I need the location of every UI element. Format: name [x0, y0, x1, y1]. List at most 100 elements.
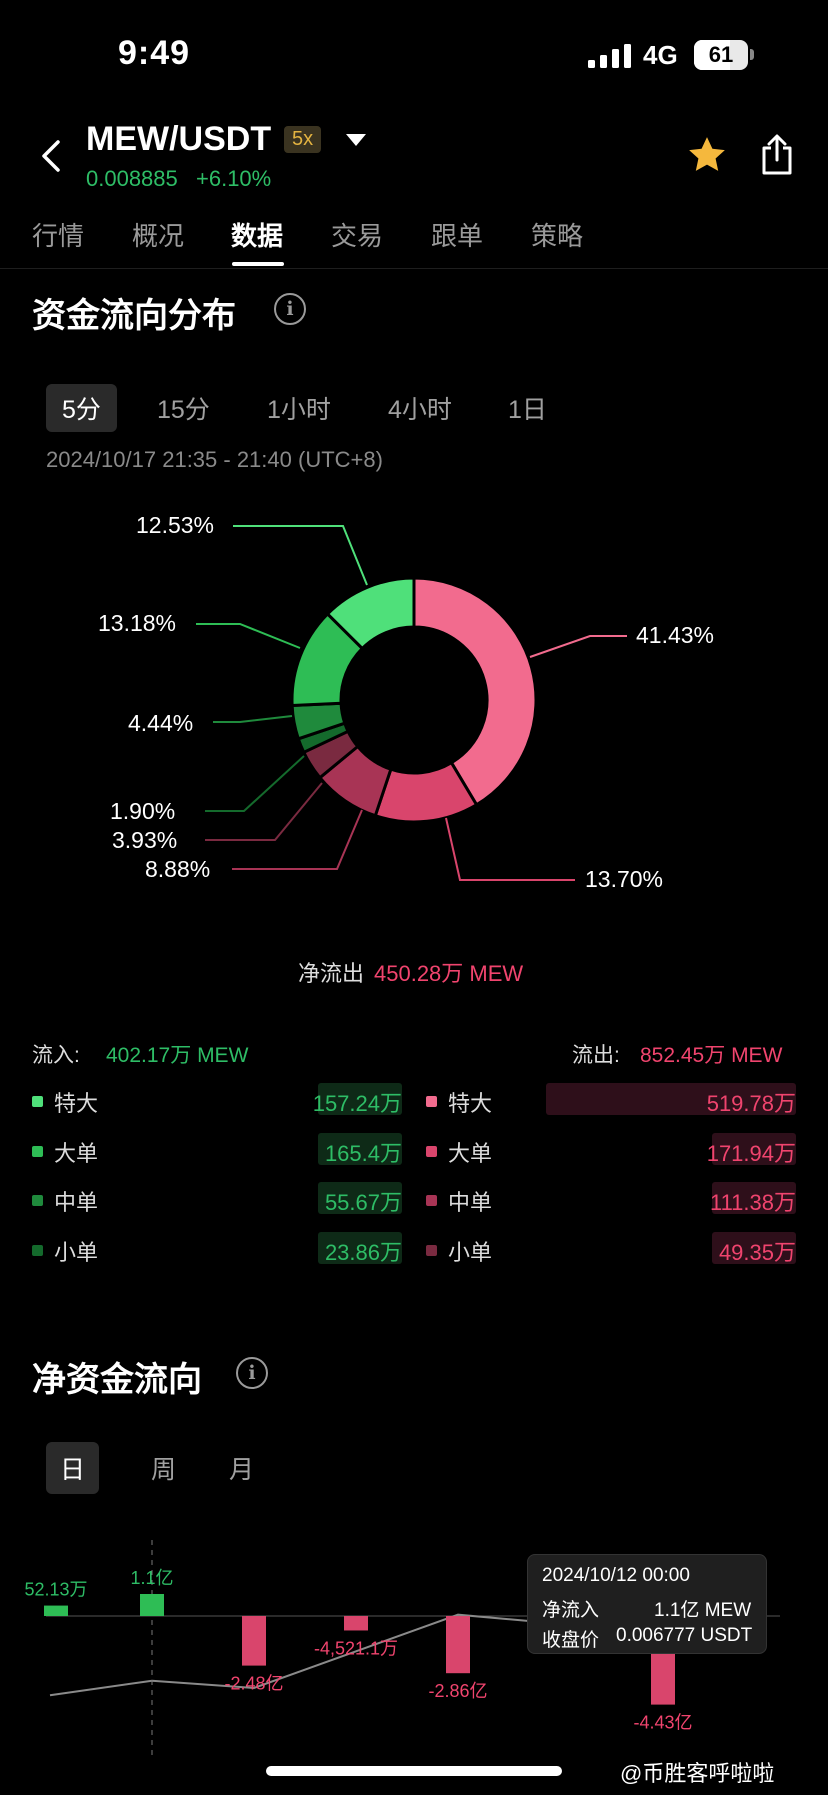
timeframe-1d[interactable]: 1日 [508, 396, 547, 424]
leverage-badge: 5x [284, 126, 322, 153]
outflow-row-bar [712, 1232, 796, 1264]
donut-slice-7 [325, 576, 416, 651]
network-type: 4G [643, 40, 678, 70]
inflow-row-value: 23.86万 [324, 1240, 402, 1265]
slice-label-outflow-small: 3.93% [112, 827, 178, 853]
outflow-row-label: 特大 [448, 1091, 493, 1116]
outflow-row-value: 519.78万 [706, 1091, 796, 1116]
battery-tip [750, 49, 754, 60]
outflow-row-value: 171.94万 [706, 1141, 796, 1166]
net-flow-bar[interactable] [140, 1594, 164, 1616]
outflow-total: 852.45万 MEW [640, 1044, 783, 1067]
timeframe-15m[interactable]: 15分 [157, 396, 210, 424]
outflow-row-label: 中单 [448, 1190, 493, 1215]
outflow-legend-square [426, 1146, 437, 1157]
net-flow-bar-label: 52.13万 [24, 1580, 87, 1600]
net-outflow-label: 净流出 [298, 961, 365, 986]
net-flow-bar-label: -4,521.1万 [314, 1638, 398, 1658]
inflow-label: 流入: [32, 1044, 80, 1067]
outflow-row-label: 大单 [448, 1141, 493, 1166]
net-flow-info-icon[interactable]: i [236, 1357, 268, 1389]
inflow-legend-square [32, 1195, 43, 1206]
net-flow-bar-label: 1.1亿 [130, 1568, 173, 1588]
outflow-legend-square [426, 1245, 437, 1256]
last-price: 0.008885 [86, 166, 178, 191]
tooltip-inflow-label: 净流入 [542, 1600, 600, 1621]
time-range: 2024/10/17 21:35 - 21:40 (UTC+8) [46, 447, 383, 472]
tooltip-date: 2024/10/12 00:00 [542, 1565, 690, 1586]
period-week[interactable]: 周 [151, 1456, 177, 1484]
pair-dropdown-icon[interactable] [346, 134, 366, 146]
tab-divider [0, 268, 828, 269]
tab-trade[interactable]: 交易 [331, 221, 384, 251]
outflow-label: 流出: [572, 1044, 620, 1067]
net-flow-bar-label: -2.48亿 [224, 1674, 283, 1694]
battery-icon: 61 [694, 40, 748, 70]
timeframe-5m[interactable]: 5分 [46, 384, 117, 432]
tab-market[interactable]: 行情 [32, 221, 85, 251]
inflow-row-label: 特大 [54, 1091, 99, 1116]
leader-line-3 [205, 782, 323, 841]
share-icon[interactable] [758, 134, 796, 176]
inflow-row-bar [318, 1133, 402, 1165]
inflow-row-label: 中单 [54, 1190, 99, 1215]
inflow-row-value: 165.4万 [324, 1141, 402, 1166]
inflow-row-label: 大单 [54, 1141, 99, 1166]
slice-label-outflow-large: 13.70% [585, 866, 664, 892]
timeframe-1h[interactable]: 1小时 [267, 396, 331, 424]
inflow-legend-square [32, 1245, 43, 1256]
watermark: @币胜客呼啦啦 [620, 1761, 775, 1786]
tooltip-close-value: 0.006777 USDT [616, 1625, 753, 1646]
inflow-row-bar [318, 1182, 402, 1214]
outflow-row-label: 小单 [448, 1240, 493, 1265]
net-flow-title: 净资金流向 [32, 1361, 202, 1399]
net-flow-bar[interactable] [446, 1616, 470, 1674]
fund-flow-title: 资金流向分布 [32, 297, 236, 335]
inflow-legend-square [32, 1146, 43, 1157]
outflow-legend-square [426, 1195, 437, 1206]
net-flow-bar[interactable] [344, 1616, 368, 1631]
slice-label-outflow-medium: 8.88% [145, 856, 211, 882]
slice-label-inflow-xl: 12.53% [136, 512, 215, 538]
home-indicator[interactable] [266, 1766, 562, 1776]
back-icon[interactable] [36, 138, 66, 174]
tab-copy-trading[interactable]: 跟单 [431, 221, 484, 251]
signal-icon [588, 44, 631, 68]
net-flow-bar-label: -4.43亿 [633, 1713, 692, 1733]
chart-tooltip: 2024/10/12 00:00 净流入 1.1亿 MEW 收盘价 0.0067… [527, 1554, 767, 1654]
tab-active-indicator [232, 262, 284, 266]
net-flow-bar[interactable] [44, 1605, 68, 1616]
leader-line-7 [233, 525, 368, 586]
donut-slice-0 [412, 576, 538, 807]
battery-level: 61 [708, 42, 734, 67]
timeframe-4h[interactable]: 4小时 [388, 396, 452, 424]
price-change: +6.10% [196, 166, 272, 191]
inflow-row-bar [318, 1232, 402, 1264]
status-time: 9:49 [118, 34, 191, 72]
net-flow-bar-label: -2.86亿 [428, 1681, 487, 1701]
period-month[interactable]: 月 [229, 1456, 255, 1484]
outflow-row-bar [546, 1083, 796, 1115]
period-day[interactable]: 日 [46, 1442, 100, 1494]
leader-line-0 [529, 635, 627, 658]
tab-overview[interactable]: 概况 [132, 221, 185, 251]
outflow-row-value: 49.35万 [718, 1240, 796, 1265]
favorite-star-icon[interactable] [686, 134, 728, 176]
slice-label-inflow-medium: 4.44% [128, 710, 194, 736]
inflow-row-value: 157.24万 [312, 1091, 402, 1116]
pair-title[interactable]: MEW/USDT [86, 120, 272, 158]
inflow-total: 402.17万 MEW [106, 1044, 249, 1067]
slice-label-inflow-small: 1.90% [110, 798, 176, 824]
fund-flow-donut-chart [196, 525, 627, 881]
outflow-row-bar [712, 1133, 796, 1165]
net-flow-bar[interactable] [242, 1616, 266, 1666]
tooltip-inflow-value: 1.1亿 MEW [654, 1600, 752, 1621]
outflow-legend-square [426, 1096, 437, 1107]
leader-line-4 [205, 755, 305, 812]
info-icon[interactable]: i [274, 293, 306, 325]
tab-data[interactable]: 数据 [231, 221, 284, 251]
tab-strategy[interactable]: 策略 [531, 221, 584, 251]
inflow-row-bar [318, 1083, 402, 1115]
slice-label-inflow-large: 13.18% [98, 610, 177, 636]
